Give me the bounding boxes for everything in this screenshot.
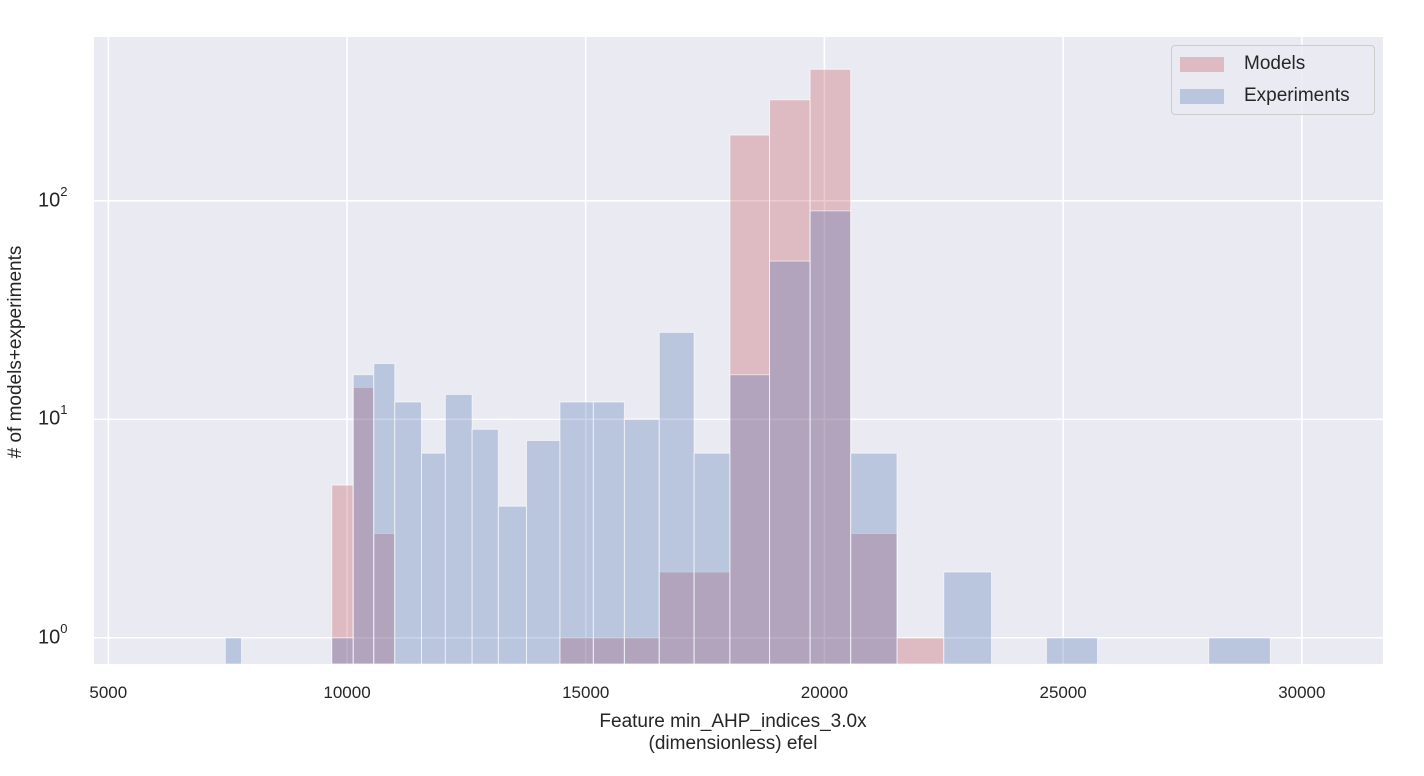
bar-models [896, 637, 945, 665]
histogram-bars [224, 68, 1271, 665]
bar-models [809, 68, 852, 665]
bar-experiments [729, 374, 771, 665]
bar-models [623, 637, 660, 665]
bar-models [693, 571, 731, 665]
bar-experiments [224, 637, 243, 665]
bar-models [850, 533, 898, 665]
bar-models [331, 484, 354, 665]
y-tick-exponent: 0 [60, 620, 68, 636]
bar-experiments [394, 401, 423, 665]
bar-experiments [444, 393, 473, 665]
x-tick-label: 10000 [323, 683, 371, 702]
x-tick-label: 20000 [800, 683, 849, 702]
x-axis-label-line1: Feature min_AHP_indices_3.0x [599, 711, 867, 732]
plot-background [94, 37, 1383, 664]
bar-experiments [809, 210, 852, 665]
bar-experiments [421, 452, 446, 665]
bar-experiments [497, 505, 528, 665]
bar-experiments [559, 401, 594, 665]
legend-item-experiments: Experiments [1180, 84, 1350, 108]
bar-experiments [1208, 637, 1271, 665]
bar-experiments [623, 418, 660, 665]
y-axis-label: # of models+experiments [5, 245, 26, 459]
y-tick-label: 102 [38, 183, 68, 213]
x-tick-label: 5000 [89, 683, 128, 702]
legend-label-models: Models [1244, 53, 1306, 74]
bar-experiments [352, 374, 375, 665]
grid-lines [94, 37, 1383, 664]
bar-experiments [658, 331, 695, 665]
bar-models [658, 571, 695, 665]
legend: Models Experiments [1171, 45, 1375, 115]
bar-experiments [850, 452, 898, 665]
x-tick-label: 30000 [1278, 683, 1326, 702]
bar-experiments [526, 439, 561, 665]
bar-experiments [943, 571, 993, 665]
bar-experiments [471, 428, 499, 665]
x-axis-label-line2: (dimensionless) efel [648, 733, 818, 754]
bar-experiments [1045, 637, 1099, 665]
bar-experiments [331, 637, 354, 665]
bar-experiments [693, 452, 731, 665]
y-tick-label: 100 [38, 620, 68, 650]
legend-label-experiments: Experiments [1244, 85, 1350, 106]
y-tick-base: 10 [38, 626, 61, 649]
x-tick-label: 15000 [562, 683, 610, 702]
legend-item-models: Models [1180, 52, 1305, 76]
y-tick-label: 101 [38, 402, 68, 431]
legend-swatch-experiments [1180, 88, 1224, 104]
y-tick-exponent: 2 [60, 183, 68, 199]
legend-swatch-models [1180, 56, 1224, 72]
bar-experiments [373, 363, 396, 665]
y-tick-base: 10 [38, 189, 61, 212]
x-tick-label: 25000 [1039, 683, 1087, 702]
bar-experiments [592, 401, 625, 665]
y-tick-base: 10 [38, 407, 61, 430]
y-tick-exponent: 1 [60, 402, 68, 418]
bar-experiments [769, 260, 811, 665]
